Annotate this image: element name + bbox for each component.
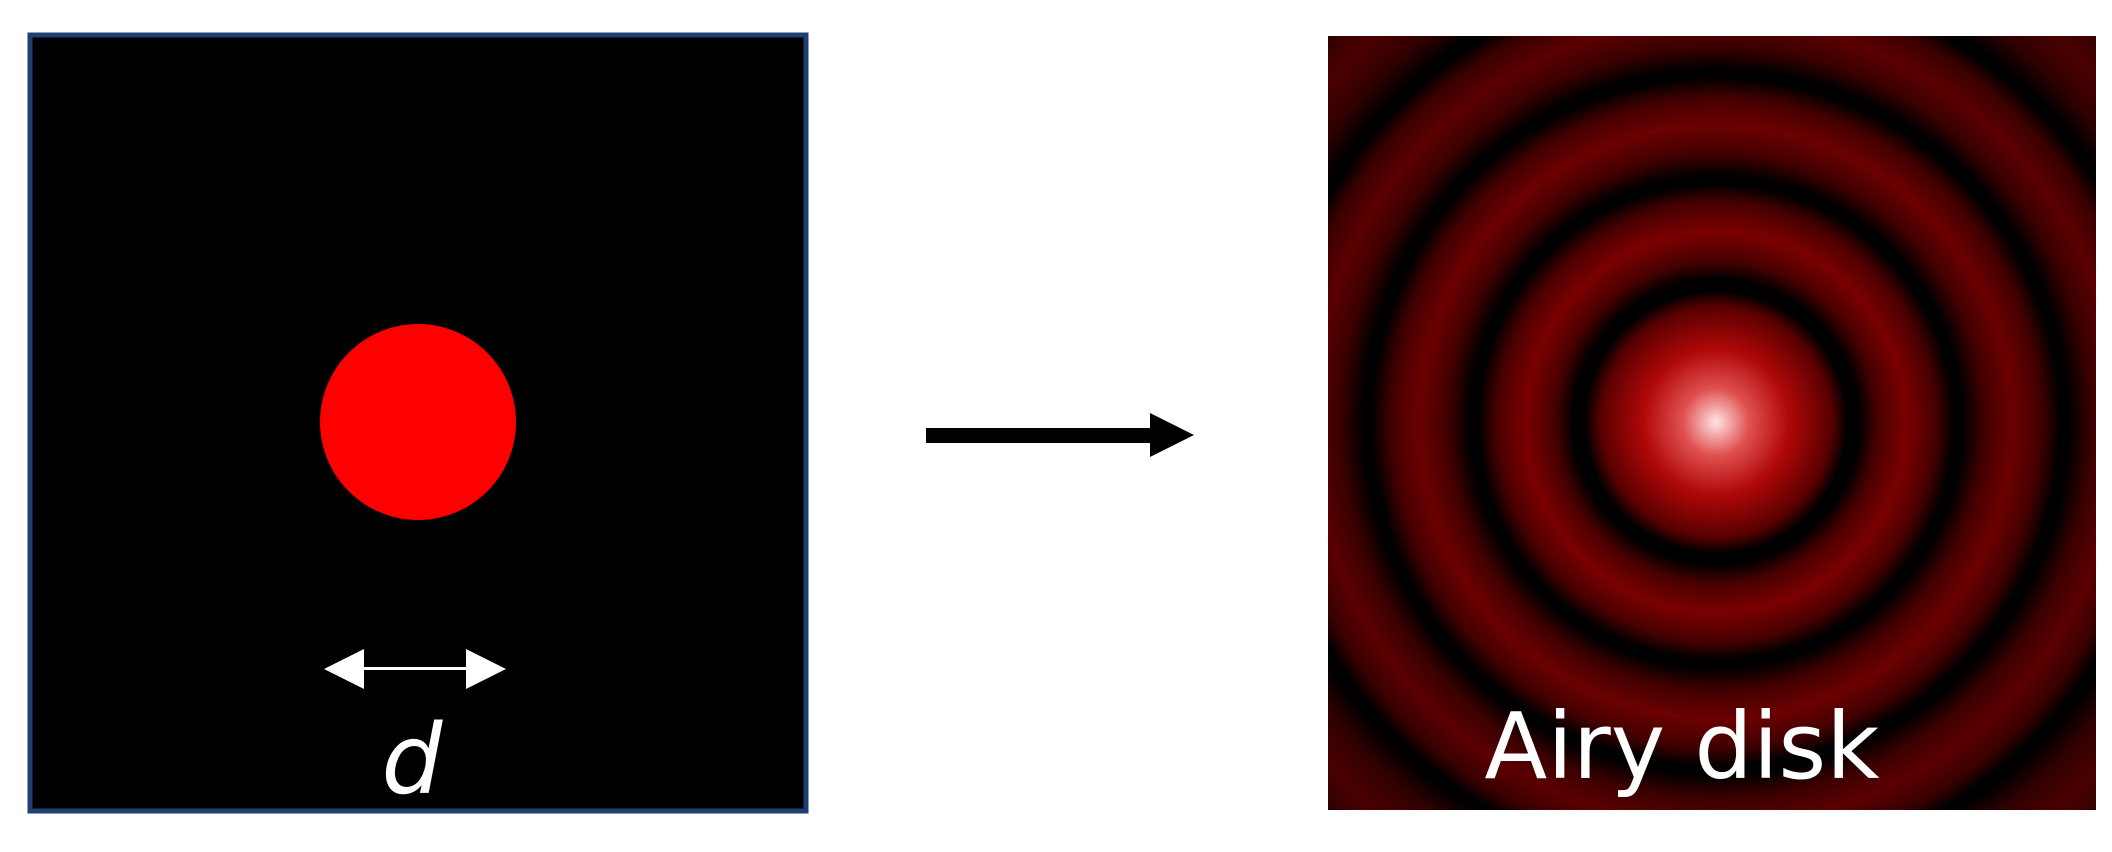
airy-pattern [1328, 36, 2096, 810]
airy-disk-label: Airy disk [1484, 693, 1880, 800]
aperture-disc [320, 324, 516, 520]
aperture-panel: d [27, 32, 809, 816]
transform-arrow [926, 413, 1194, 457]
airy-panel [1328, 36, 2096, 810]
diameter-double-arrow [324, 649, 506, 689]
diameter-label: d [382, 704, 444, 816]
